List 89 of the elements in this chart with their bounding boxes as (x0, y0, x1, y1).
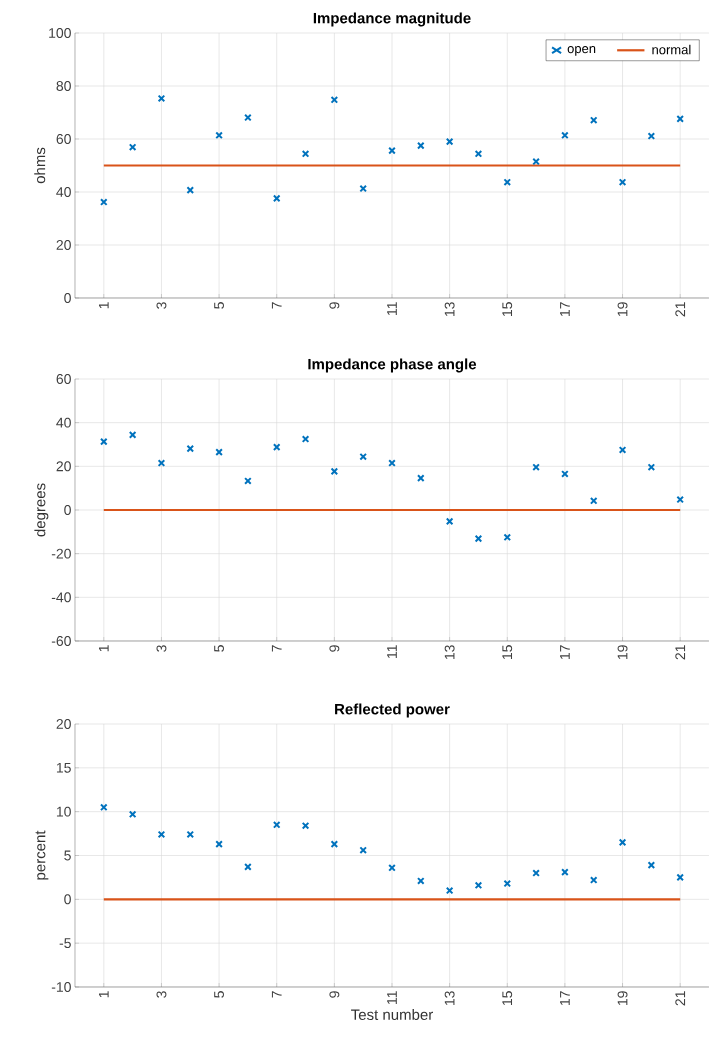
y-tick-label: -60 (51, 636, 71, 646)
x-tick-label: 17 (560, 645, 570, 660)
x-tick-label: 9 (329, 302, 340, 309)
legend-label: normal (652, 44, 691, 55)
x-tick-label: 21 (675, 991, 686, 1006)
x-tick-label: 13 (444, 991, 455, 1006)
y-tick-label: 5 (64, 850, 71, 861)
x-tick-label: 15 (502, 302, 513, 317)
x-tick-label: 15 (502, 645, 513, 660)
x-tick-label: 3 (156, 302, 167, 309)
x-tick-label: 19 (617, 302, 628, 317)
x-tick-label: 3 (156, 991, 167, 998)
point (445, 517, 454, 526)
x-axis-title: Test number (351, 1008, 433, 1020)
point (561, 131, 569, 140)
point (157, 94, 166, 103)
y-tick-label: 40 (56, 187, 71, 197)
point (330, 467, 339, 476)
point (503, 879, 512, 888)
legend-label: open (567, 46, 596, 56)
y-tick-label: 15 (56, 762, 71, 773)
x-tick-label: 5 (214, 991, 224, 998)
y-axis-title: percent (35, 830, 49, 880)
y-tick-label: 60 (56, 374, 71, 384)
y-tick-label: 0 (64, 293, 71, 303)
x-tick-label: 7 (271, 302, 282, 309)
x-tick-label: 1 (99, 302, 109, 309)
y-tick-label: -5 (59, 938, 71, 949)
point (474, 534, 483, 543)
x-tick-label: 15 (502, 991, 513, 1006)
point (186, 830, 195, 839)
point (359, 184, 368, 193)
x-tick-label: 17 (560, 991, 570, 1006)
y-tick-label: 0 (64, 894, 71, 905)
point (474, 881, 483, 890)
x-tick-label: 7 (271, 645, 282, 652)
x-tick-label: 19 (617, 645, 628, 660)
point (186, 186, 195, 194)
x-tick-label: 3 (156, 645, 167, 652)
point (301, 150, 310, 158)
y-tick-label: 10 (56, 806, 71, 817)
chart-title: Impedance phase angle (308, 358, 477, 373)
point (618, 178, 627, 187)
point (330, 95, 339, 104)
x-tick-label: 13 (444, 645, 455, 660)
y-tick-label: 20 (56, 240, 71, 250)
y-tick-label: -20 (51, 548, 71, 559)
point (157, 830, 166, 839)
y-tick-label: 20 (56, 719, 71, 729)
x-tick-label: 5 (214, 302, 224, 309)
y-tick-label: 100 (49, 28, 71, 38)
x-tick-label: 13 (444, 302, 455, 317)
chart-title: Impedance magnitude (313, 12, 471, 27)
y-axis-title: ohms (34, 147, 46, 184)
point (272, 194, 281, 203)
x-tick-label: 21 (675, 302, 686, 317)
point (445, 137, 454, 146)
point (186, 444, 195, 453)
point (359, 846, 368, 855)
y-tick-label: 40 (56, 417, 71, 428)
point (474, 150, 483, 158)
x-tick-label: 5 (214, 645, 224, 652)
y-tick-label: 0 (64, 505, 71, 515)
point (445, 886, 454, 895)
x-tick-label: 1 (99, 645, 109, 652)
point (618, 838, 627, 847)
x-tick-label: 1 (99, 991, 109, 998)
y-tick-label: 20 (56, 461, 71, 472)
y-tick-label: -10 (51, 982, 71, 992)
x-tick-label: 11 (387, 302, 397, 315)
x-tick-label: 21 (675, 645, 686, 660)
y-axis-title: degrees (34, 483, 49, 537)
x-tick-label: 11 (387, 645, 397, 658)
point (215, 131, 223, 140)
x-tick-label: 9 (329, 991, 340, 998)
y-tick-label: -40 (51, 592, 71, 603)
x-tick-label: 11 (387, 991, 397, 1004)
x-tick-label: 9 (329, 645, 340, 652)
point (301, 821, 310, 830)
x-tick-label: 19 (617, 991, 628, 1006)
point (272, 443, 281, 451)
point (676, 495, 685, 504)
x-tick-label: 7 (271, 991, 282, 998)
point (388, 146, 396, 155)
point (128, 810, 137, 819)
chart-title: Reflected power (335, 703, 450, 718)
y-tick-label: 60 (56, 134, 71, 144)
y-tick-label: 80 (56, 81, 71, 91)
x-tick-label: 17 (560, 302, 570, 317)
